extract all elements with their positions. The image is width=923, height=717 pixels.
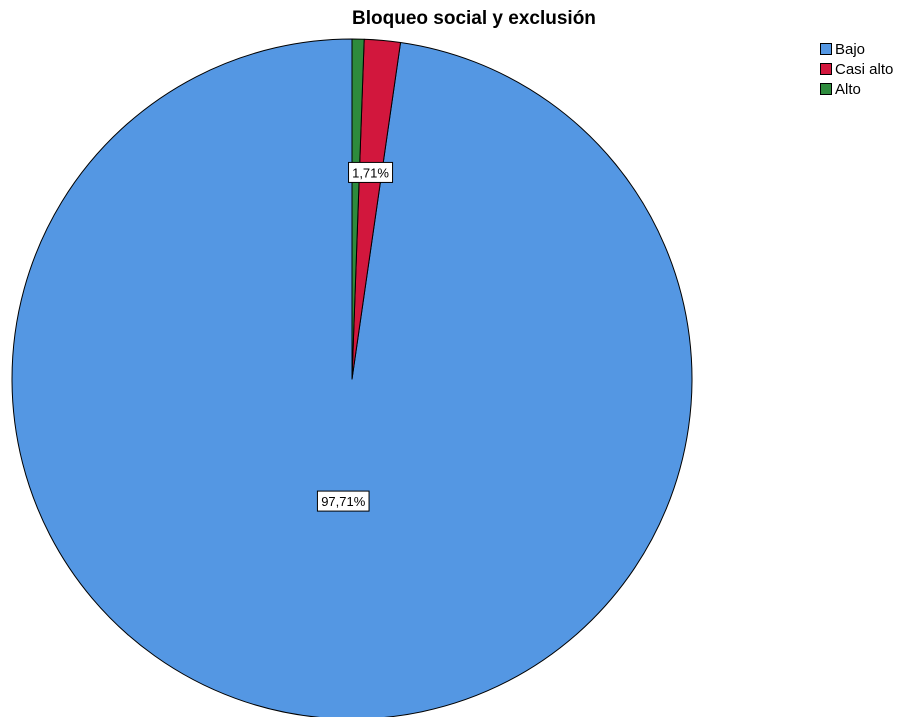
- pie-slice-alto: [351, 38, 365, 380]
- legend-item-casi-alto: Casi alto: [820, 60, 893, 78]
- chart-title: Bloqueo social y exclusión: [352, 8, 596, 29]
- legend-item-bajo: Bajo: [820, 40, 893, 58]
- data-label-bajo: 97,71%: [316, 490, 370, 512]
- data-label-casi-alto: 1,71%: [348, 161, 394, 183]
- legend-label-alto: Alto: [835, 80, 861, 98]
- svg-text:97,71%: 97,71%: [321, 494, 366, 509]
- svg-text:1,71%: 1,71%: [352, 165, 389, 180]
- legend-swatch-casi-alto: [820, 63, 832, 75]
- legend-label-bajo: Bajo: [835, 40, 866, 58]
- legend-label-casi-alto: Casi alto: [835, 60, 894, 78]
- legend-swatch-bajo: [820, 43, 832, 55]
- legend-swatch-alto: [820, 83, 832, 95]
- legend: Bajo Casi alto Alto: [820, 40, 893, 100]
- legend-item-alto: Alto: [820, 80, 893, 98]
